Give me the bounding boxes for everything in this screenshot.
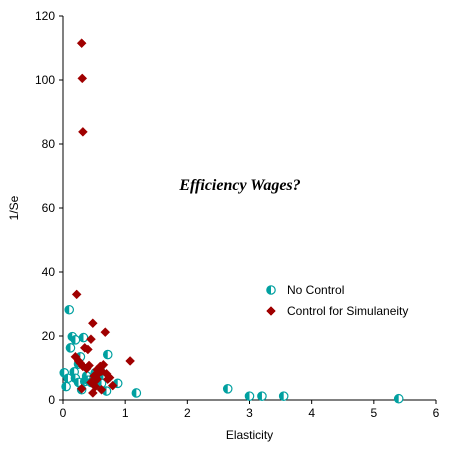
y-tick-label: 40 — [42, 265, 56, 279]
data-point-circle — [61, 381, 71, 392]
data-point-diamond — [83, 344, 93, 355]
data-point-diamond — [76, 38, 87, 49]
data-point-circle — [244, 391, 255, 401]
y-tick-label: 100 — [35, 73, 55, 87]
data-point-circle — [70, 335, 81, 345]
data-point-diamond — [86, 334, 96, 345]
x-tick-label: 4 — [308, 406, 315, 420]
data-point-circle — [64, 304, 75, 315]
series-control-for-simulaneity — [70, 38, 135, 398]
x-tick-label: 6 — [433, 406, 440, 420]
data-point-circle — [65, 343, 76, 353]
y-tick-label: 60 — [42, 201, 56, 215]
data-point-diamond — [84, 360, 94, 371]
data-point-diamond — [78, 126, 88, 137]
data-point-circle — [131, 388, 142, 398]
data-point-diamond — [96, 384, 107, 395]
legend-marker-diamond — [266, 306, 276, 316]
data-point-circle — [222, 383, 233, 394]
data-point-diamond — [77, 73, 88, 84]
data-point-diamond — [98, 359, 109, 370]
data-point-circle — [257, 391, 267, 401]
data-point-diamond — [94, 367, 104, 378]
legend: No Control Control for Simulaneity — [266, 283, 408, 318]
x-tick-label: 2 — [184, 406, 191, 420]
y-axis-title: 1/Se — [7, 195, 21, 220]
data-point-circle — [393, 393, 404, 404]
data-point-circle — [278, 391, 289, 401]
data-point-circle — [78, 332, 89, 343]
x-tick-label: 0 — [60, 406, 67, 420]
y-tick-label: 120 — [35, 9, 55, 23]
data-point-diamond — [125, 356, 135, 366]
y-tick-label: 80 — [42, 137, 56, 151]
data-point-diamond — [107, 380, 118, 391]
data-point-diamond — [87, 318, 98, 329]
x-axis-title: Elasticity — [226, 428, 273, 442]
legend-label: Control for Simulaneity — [287, 304, 408, 318]
y-tick-label: 20 — [42, 329, 56, 343]
y-tick-label: 0 — [48, 393, 55, 407]
data-point-circle — [102, 349, 113, 360]
data-point-diamond — [76, 383, 87, 394]
chart-annotation: Efficiency Wages? — [178, 177, 300, 194]
x-tick-label: 1 — [122, 406, 129, 420]
x-tick-label: 5 — [370, 406, 377, 420]
data-point-diamond — [87, 388, 98, 398]
y-axis-ticks: 0 20 40 60 80 100 120 — [35, 9, 63, 407]
data-points — [59, 38, 404, 404]
x-axis-ticks: 0 1 2 3 4 5 6 — [60, 400, 440, 420]
data-point-diamond — [100, 327, 111, 338]
x-tick-label: 3 — [246, 406, 253, 420]
data-point-diamond — [71, 289, 82, 300]
data-point-diamond — [104, 372, 115, 383]
legend-label: No Control — [287, 283, 344, 297]
legend-marker-circle — [266, 285, 276, 295]
